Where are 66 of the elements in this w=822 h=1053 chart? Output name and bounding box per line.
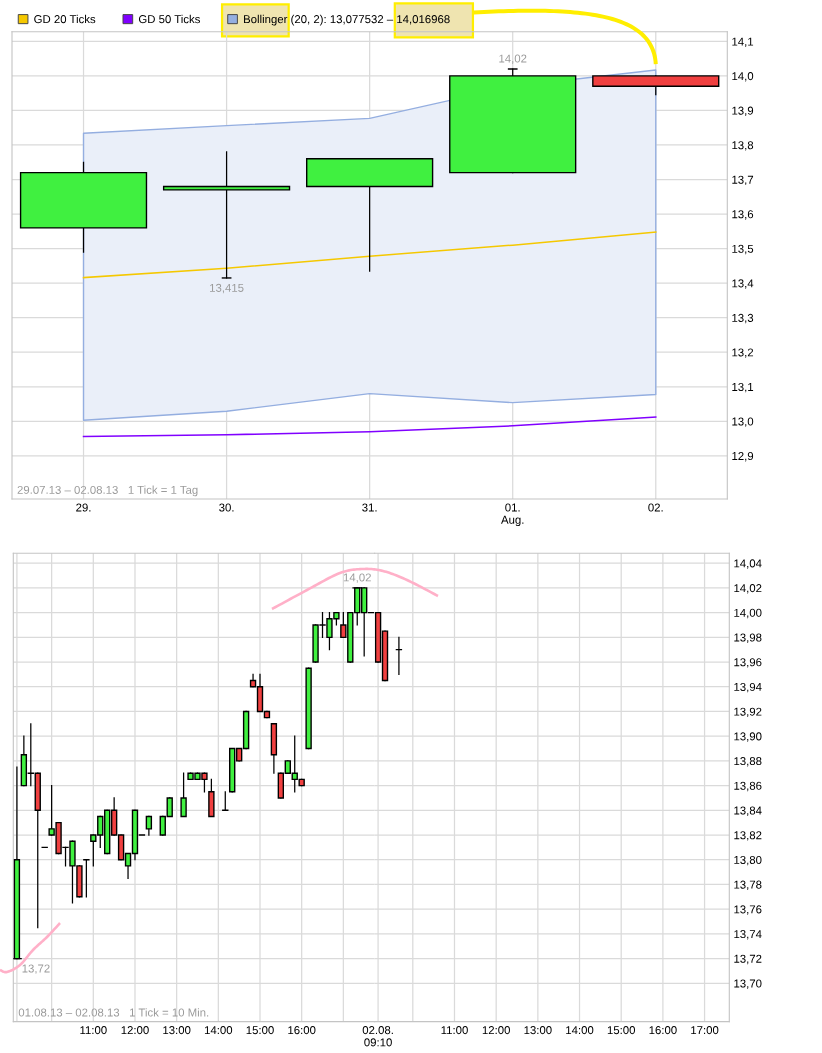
candlestick (162, 151, 291, 279)
x-tick-label: 02.08. 09:10 (362, 1026, 393, 1047)
candlestick (180, 772, 187, 818)
line-series (82, 416, 657, 438)
y-tick-label: 14,1 (732, 37, 754, 47)
x-tick-label: 16:00 (288, 1026, 316, 1035)
x-tick-label: 02. (648, 503, 663, 512)
legend-label: GD 50 Ticks (138, 14, 200, 24)
x-tick-label: 13:00 (163, 1026, 191, 1035)
y-tick-label: 13,9 (732, 106, 754, 117)
x-tick-label: 15:00 (246, 1026, 274, 1035)
x-tick-label: 01. Aug. (501, 503, 524, 527)
x-tick-label: 12:00 (121, 1026, 149, 1035)
x-tick-label: 31. (362, 503, 377, 512)
y-tick-label: 13,4 (732, 279, 754, 289)
y-tick-label: 13,96 (734, 658, 762, 668)
y-tick-label: 14,02 (734, 584, 762, 594)
y-tick-label: 14,00 (734, 608, 762, 619)
y-tick-label: 14,0 (732, 72, 754, 82)
legend-label: Bollinger (20, 2): 13,077532 – 14,016968 (244, 14, 450, 26)
x-tick-label: 14:00 (204, 1026, 233, 1035)
y-tick-label: 13,84 (734, 806, 762, 816)
y-tick-label: 13,88 (734, 757, 762, 767)
candlestick (83, 859, 90, 898)
y-tick-label: 13,8 (732, 141, 754, 151)
y-tick-label: 13,2 (732, 348, 754, 358)
y-tick-label: 13,70 (734, 979, 762, 989)
candlestick (41, 846, 48, 849)
line-series (82, 231, 657, 279)
y-tick-label: 13,78 (734, 880, 762, 891)
y-tick-label: 13,5 (732, 244, 754, 255)
y-tick-label: 13,92 (734, 707, 762, 718)
x-tick-label: 12:00 (482, 1026, 510, 1035)
y-tick-label: 13,0 (732, 417, 754, 427)
y-tick-label: 13,74 (734, 930, 762, 940)
y-tick-label: 13,1 (732, 382, 754, 393)
y-tick-label: 13,3 (732, 313, 754, 324)
legend-label: GD 20 Ticks (34, 14, 96, 24)
y-tick-label: 13,76 (734, 905, 762, 915)
x-tick-label: 17:00 (691, 1026, 719, 1035)
annotation: 29.07.13 – 02.08.13 1 Tick = 1 Tag (17, 485, 198, 497)
y-tick-label: 14,04 (734, 559, 762, 569)
x-tick-label: 11:00 (80, 1026, 107, 1035)
y-tick-label: 13,94 (734, 682, 762, 693)
y-tick-label: 13,86 (734, 781, 762, 792)
annotation: 14,02 (499, 54, 527, 64)
y-tick-label: 13,80 (734, 855, 762, 866)
y-tick-label: 13,98 (734, 633, 762, 643)
x-tick-label: 16:00 (649, 1026, 677, 1035)
y-tick-label: 13,90 (734, 732, 762, 742)
x-tick-label: 14:00 (566, 1026, 594, 1035)
annotation: 13,72 (22, 964, 50, 974)
x-tick-label: 15:00 (607, 1026, 636, 1035)
x-tick-label: 30. (219, 503, 234, 512)
y-tick-label: 13,6 (732, 210, 754, 220)
y-tick-label: 12,9 (732, 452, 754, 462)
annotation: 01.08.13 – 02.08.13 1 Tick = 10 Min. (18, 1008, 209, 1017)
x-tick-label: 29. (76, 503, 91, 512)
x-tick-label: 13:00 (524, 1026, 552, 1035)
annotation: 14,02 (343, 573, 371, 583)
x-tick-label: 11:00 (441, 1026, 468, 1035)
candlestick (145, 815, 153, 836)
y-tick-label: 13,82 (734, 831, 762, 841)
y-tick-label: 13,72 (734, 954, 762, 965)
y-tick-label: 13,7 (732, 175, 754, 186)
annotation: 13,415 (210, 283, 244, 294)
